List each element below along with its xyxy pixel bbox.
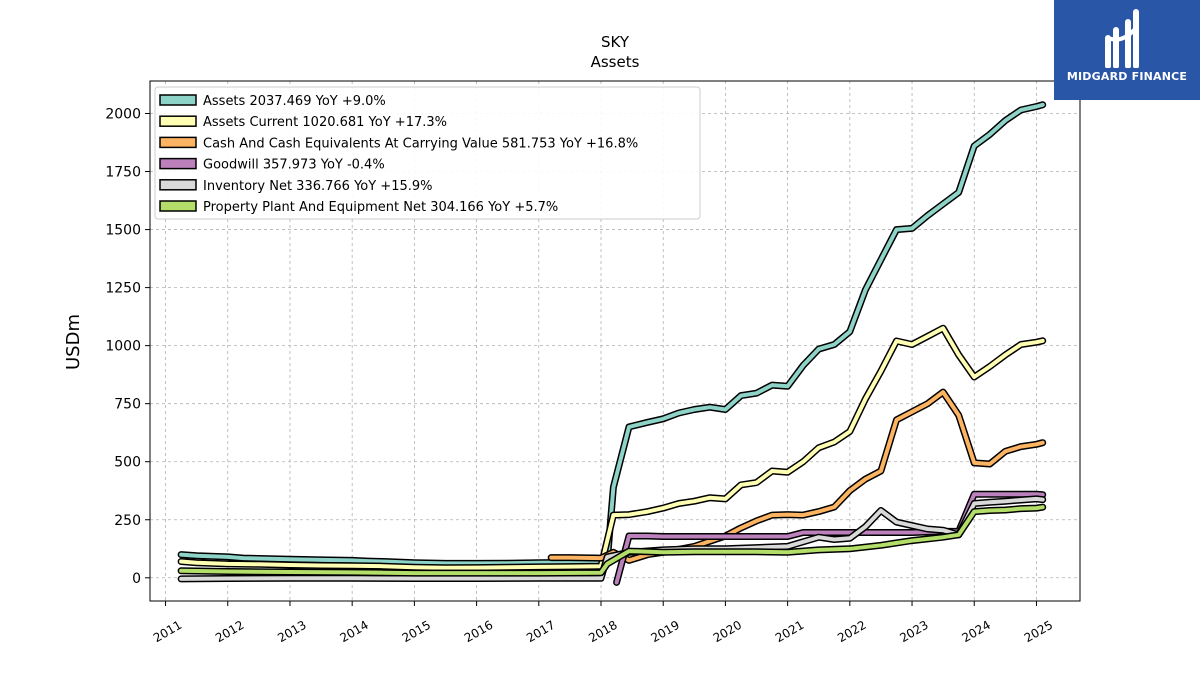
series-lines: [177, 101, 1047, 586]
x-tick-label: 2014: [337, 618, 370, 645]
x-tick-label: 2019: [648, 618, 681, 645]
midgard-logo-icon: [1105, 9, 1139, 68]
legend-swatch: [159, 157, 197, 170]
legend-swatch: [159, 136, 197, 149]
legend-box: [154, 86, 701, 220]
x-tick-label: 2022: [835, 618, 868, 645]
x-tick-label: 2023: [897, 618, 930, 645]
x-tick-label: 2017: [524, 618, 557, 645]
legend-label: Assets Current 1020.681 YoY +17.3%: [203, 115, 447, 130]
y-axis-label: USDm: [63, 314, 84, 370]
legend-swatch: [159, 200, 197, 212]
series-line: [179, 102, 1045, 566]
y-tick-label: 0: [132, 571, 141, 587]
series-line: [179, 496, 1045, 581]
series-line: [179, 326, 1045, 570]
x-tick-label: 2021: [773, 618, 806, 645]
legend-label: Inventory Net 336.766 YoY +15.9%: [203, 179, 433, 194]
y-tick-label: 1000: [105, 339, 141, 355]
y-tick-label: 1250: [105, 281, 141, 297]
chart-subtitle: Assets: [591, 53, 640, 71]
series-line: [179, 505, 1045, 576]
legend-label: Cash And Cash Equivalents At Carrying Va…: [203, 136, 638, 151]
brand-name: MIDGARD FINANCE: [1066, 70, 1188, 83]
x-tick-label: 2013: [275, 618, 308, 645]
x-tick-label: 2025: [1022, 618, 1055, 645]
x-tick-label: 2024: [960, 618, 993, 645]
y-axis: 0 250 500 750 1000 1250 1500 1750 2000: [105, 107, 150, 587]
legend-swatch: [159, 94, 197, 106]
series-line: [549, 390, 1045, 563]
legend-swatch: [159, 179, 197, 191]
plot-frame: [149, 80, 1081, 602]
y-tick-label: 2000: [105, 107, 141, 123]
y-tick-label: 1750: [105, 165, 141, 181]
y-tick-label: 250: [114, 513, 141, 529]
x-tick-label: 2011: [151, 618, 184, 645]
legend-label: Goodwill 357.973 YoY -0.4%: [203, 158, 385, 173]
brand-logo: MIDGARD FINANCE: [1054, 0, 1200, 100]
y-tick-label: 750: [114, 397, 141, 413]
y-tick-label: 1500: [105, 223, 141, 239]
x-tick-label: 2018: [586, 618, 619, 645]
x-tick-label: 2012: [213, 618, 246, 645]
x-tick-label: 2020: [711, 618, 744, 645]
x-tick-label: 2015: [400, 618, 433, 645]
legend-swatch: [159, 115, 197, 127]
x-tick-label: 2016: [462, 618, 495, 645]
chart-title: SKY: [601, 33, 630, 51]
legend-label: Property Plant And Equipment Net 304.166…: [203, 200, 558, 215]
y-tick-label: 500: [114, 455, 141, 471]
legend: Assets 2037.469 YoY +9.0% Assets Current …: [154, 86, 701, 220]
series-line: [614, 492, 1045, 585]
x-axis: 2011 2012 2013 2014 2015 2016 2017 2018 2019 2020…: [151, 601, 1055, 645]
legend-label: Assets 2037.469 YoY +9.0%: [203, 94, 386, 109]
